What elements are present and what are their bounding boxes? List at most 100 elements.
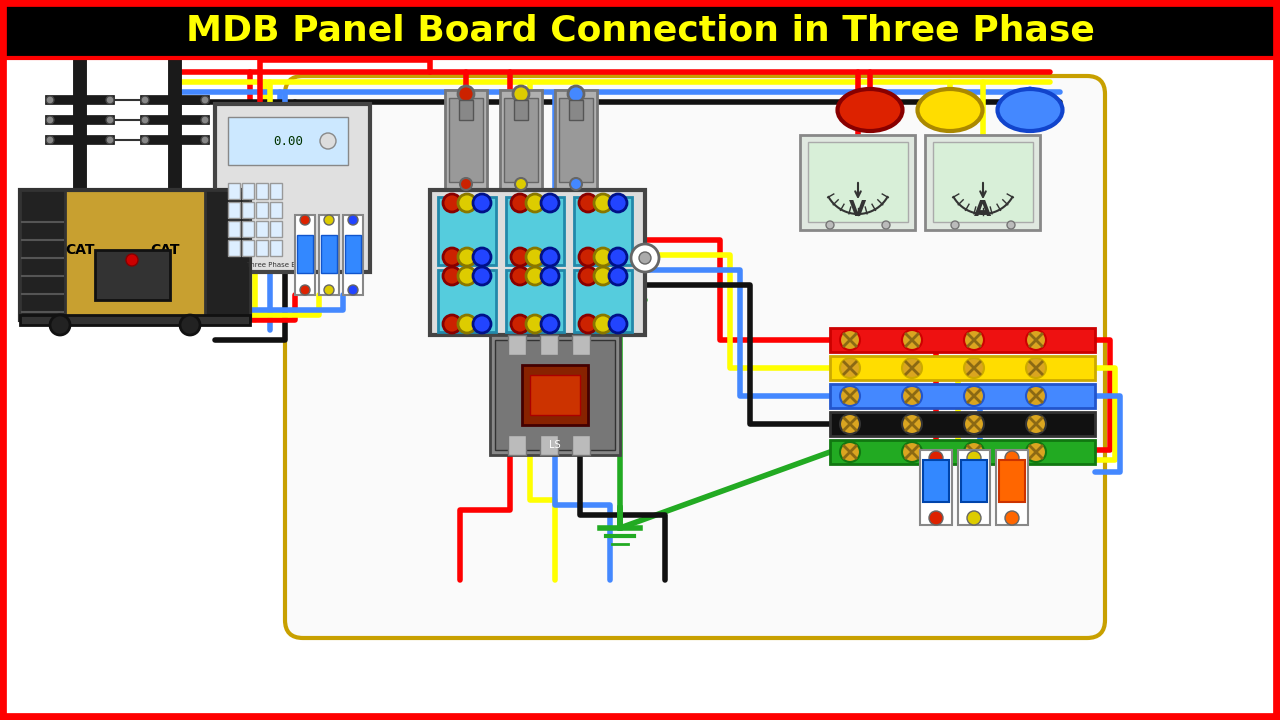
Bar [343, 215, 364, 295]
Bar [572, 335, 590, 355]
Circle shape [1027, 358, 1046, 378]
Circle shape [966, 451, 980, 465]
Bar [829, 440, 1094, 464]
Circle shape [443, 315, 461, 333]
Bar [321, 235, 337, 273]
Text: LS: LS [549, 440, 561, 450]
Circle shape [639, 252, 652, 264]
Circle shape [609, 267, 627, 285]
Bar [297, 235, 314, 273]
Circle shape [929, 511, 943, 525]
Circle shape [951, 221, 959, 229]
Circle shape [526, 315, 544, 333]
Bar [228, 240, 241, 256]
Circle shape [964, 414, 984, 434]
Bar [95, 250, 170, 300]
Circle shape [511, 267, 529, 285]
Circle shape [826, 221, 835, 229]
Text: MDB Panel Board Connection in Three Phase: MDB Panel Board Connection in Three Phas… [186, 13, 1094, 47]
Bar [228, 117, 348, 165]
Circle shape [579, 194, 596, 212]
Text: CAT: CAT [150, 243, 179, 257]
Circle shape [840, 330, 860, 350]
Circle shape [541, 267, 559, 285]
Circle shape [201, 136, 209, 144]
Bar [515, 100, 527, 120]
Bar [430, 190, 645, 335]
Circle shape [511, 194, 529, 212]
Circle shape [46, 96, 54, 104]
Bar [20, 190, 250, 320]
Bar [445, 90, 486, 190]
Circle shape [840, 414, 860, 434]
Circle shape [902, 442, 922, 462]
Circle shape [515, 178, 527, 190]
Bar [933, 142, 1033, 222]
Text: CAT: CAT [65, 243, 95, 257]
Circle shape [320, 133, 335, 149]
Circle shape [443, 267, 461, 285]
Bar [270, 240, 282, 256]
Bar [559, 98, 593, 182]
Circle shape [511, 248, 529, 266]
Bar [570, 100, 582, 120]
Circle shape [964, 442, 984, 462]
Circle shape [324, 285, 334, 295]
Circle shape [594, 248, 612, 266]
Bar [996, 450, 1028, 525]
Bar [242, 183, 253, 199]
Circle shape [511, 315, 529, 333]
Circle shape [443, 248, 461, 266]
Bar [256, 240, 268, 256]
Circle shape [46, 116, 54, 124]
Circle shape [964, 330, 984, 350]
Circle shape [1027, 442, 1046, 462]
Circle shape [201, 116, 209, 124]
Bar [438, 197, 497, 265]
Bar [573, 270, 632, 332]
Circle shape [966, 511, 980, 525]
Bar [228, 183, 241, 199]
Text: V: V [850, 200, 867, 220]
Circle shape [594, 315, 612, 333]
Bar [294, 215, 315, 295]
Ellipse shape [918, 89, 983, 131]
Circle shape [1027, 414, 1046, 434]
Bar [430, 190, 645, 335]
Circle shape [474, 315, 492, 333]
Bar [270, 183, 282, 199]
Circle shape [1005, 511, 1019, 525]
Bar [500, 90, 541, 190]
Bar [438, 270, 497, 332]
Circle shape [1005, 451, 1019, 465]
Bar [228, 221, 241, 237]
Bar [319, 215, 339, 295]
Circle shape [300, 215, 310, 225]
Circle shape [458, 248, 476, 266]
Circle shape [902, 386, 922, 406]
Circle shape [141, 96, 148, 104]
Bar [495, 340, 614, 450]
Circle shape [348, 215, 358, 225]
Bar [800, 135, 915, 230]
Bar [242, 221, 253, 237]
Circle shape [526, 248, 544, 266]
Circle shape [460, 178, 472, 190]
Circle shape [840, 386, 860, 406]
Bar [925, 135, 1039, 230]
Circle shape [443, 194, 461, 212]
Circle shape [458, 315, 476, 333]
Bar [540, 435, 558, 455]
Bar [957, 450, 989, 525]
Circle shape [1027, 386, 1046, 406]
Bar [829, 384, 1094, 408]
Bar [504, 98, 538, 182]
Circle shape [609, 315, 627, 333]
Circle shape [474, 248, 492, 266]
Circle shape [964, 386, 984, 406]
Bar [205, 190, 250, 320]
Circle shape [324, 215, 334, 225]
Bar [829, 412, 1094, 436]
Bar [998, 460, 1025, 502]
Bar [573, 197, 632, 265]
